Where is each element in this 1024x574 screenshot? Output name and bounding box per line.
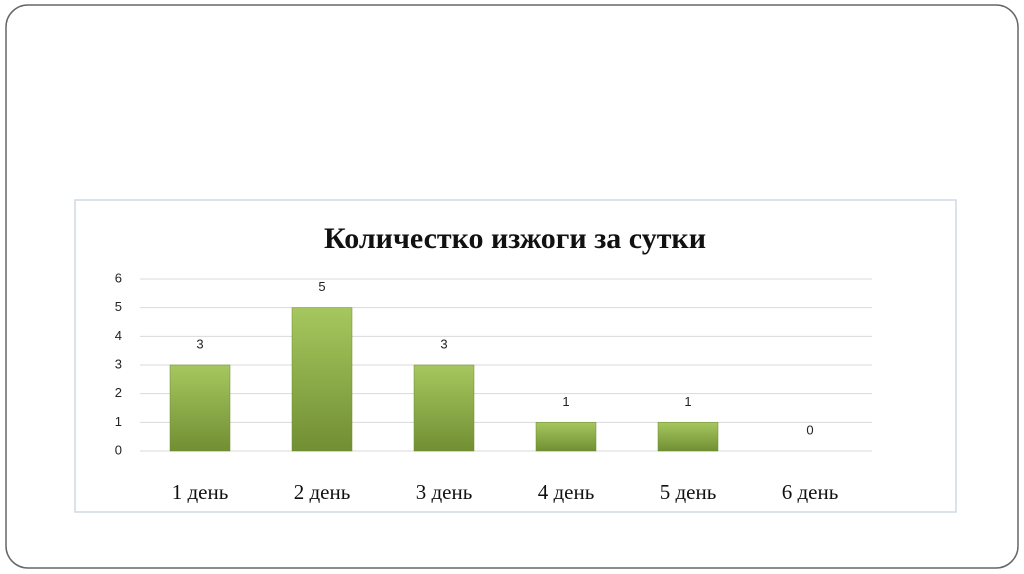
y-tick-label: 1 [115,414,122,429]
chart-frame [74,199,957,513]
data-label: 5 [318,279,325,294]
bar [413,364,475,452]
data-label: 3 [440,336,447,351]
x-tick-label: 6 день [782,480,839,504]
bar [535,422,597,452]
x-tick-label: 2 день [294,480,351,504]
bar [291,307,353,452]
data-label: 1 [562,394,569,409]
y-tick-label: 6 [115,270,122,285]
y-tick-label: 2 [115,385,122,400]
data-label: 1 [684,394,691,409]
x-tick-label: 5 день [660,480,717,504]
bar [169,364,231,452]
data-label: 3 [196,336,203,351]
bar [657,422,719,452]
y-tick-label: 0 [115,442,122,457]
x-tick-label: 1 день [172,480,229,504]
y-tick-label: 5 [115,299,122,314]
chart-title: Количестко изжоги за сутки [324,222,706,255]
y-tick-label: 3 [115,356,122,371]
x-tick-label: 4 день [538,480,595,504]
y-tick-label: 4 [115,328,122,343]
x-tick-label: 3 день [416,480,473,504]
data-label: 0 [806,422,813,437]
